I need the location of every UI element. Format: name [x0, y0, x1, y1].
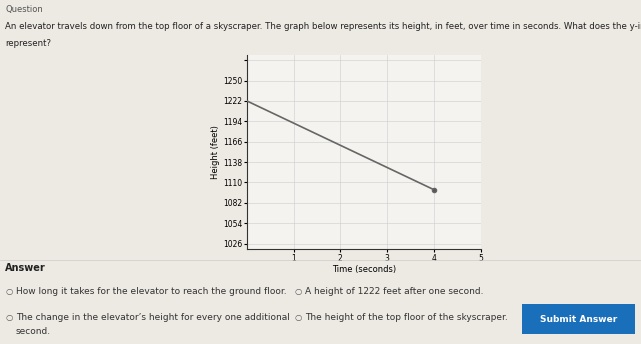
- Text: Submit Answer: Submit Answer: [540, 314, 617, 324]
- Text: An elevator travels down from the top floor of a skyscraper. The graph below rep: An elevator travels down from the top fl…: [5, 22, 641, 31]
- Text: ○: ○: [295, 313, 302, 322]
- Text: ○: ○: [5, 313, 12, 322]
- Text: represent?: represent?: [5, 39, 51, 47]
- X-axis label: Time (seconds): Time (seconds): [331, 265, 396, 275]
- Text: Answer: Answer: [5, 263, 46, 273]
- Text: The change in the elevator’s height for every one additional: The change in the elevator’s height for …: [16, 313, 290, 322]
- Text: How long it takes for the elevator to reach the ground floor.: How long it takes for the elevator to re…: [16, 287, 287, 296]
- Text: The height of the top floor of the skyscraper.: The height of the top floor of the skysc…: [305, 313, 508, 322]
- Text: A height of 1222 feet after one second.: A height of 1222 feet after one second.: [305, 287, 483, 296]
- Text: ○: ○: [5, 287, 12, 296]
- Text: ○: ○: [295, 287, 302, 296]
- Text: second.: second.: [16, 327, 51, 336]
- Y-axis label: Height (feet): Height (feet): [212, 125, 221, 179]
- Text: Question: Question: [5, 5, 43, 14]
